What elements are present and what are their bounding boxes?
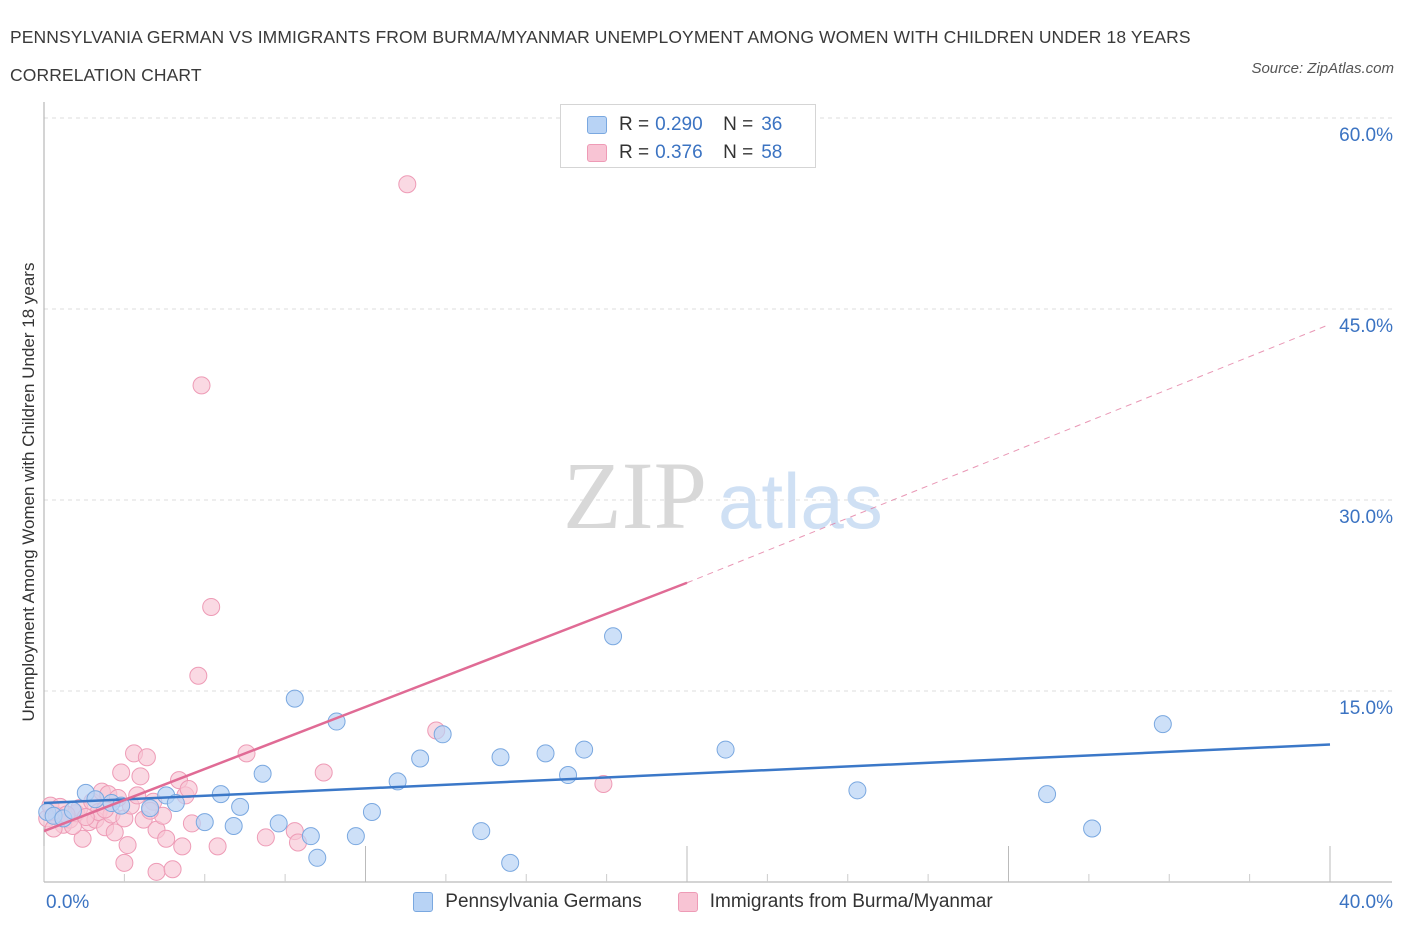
data-points [38,175,1172,881]
y-tick-label: 45.0% [1339,316,1393,337]
point-burma-myanmar [208,837,227,856]
point-pennsylvania-germans [141,799,160,818]
legend-row-pink: R = 0.376 N = 58 [587,141,782,165]
trend-line-pennsylvania-germans [43,743,1331,805]
series-legend: Pennsylvania Germans Immigrants from Bur… [0,888,1406,916]
y-tick-label: 30.0% [1339,507,1393,528]
point-burma-myanmar [112,763,131,782]
legend-label: Immigrants from Burma/Myanmar [709,891,993,912]
legend-label: Pennsylvania Germans [445,891,642,912]
point-burma-myanmar [594,774,613,793]
point-pennsylvania-germans [559,766,578,785]
x-tick-label: 0.0% [46,892,89,913]
r-label: R = [619,142,650,163]
point-pennsylvania-germans [1083,819,1102,838]
point-burma-myanmar [73,829,92,848]
r-value: 0.290 [655,114,703,135]
point-burma-myanmar [147,862,166,881]
point-burma-myanmar [398,175,417,194]
trend-lines [43,323,1331,833]
point-pennsylvania-germans [411,749,430,768]
point-burma-myanmar [163,860,182,879]
chart-title: PENNSYLVANIA GERMAN VS IMMIGRANTS FROM B… [10,27,1191,85]
blue-swatch [587,116,607,134]
pink-swatch [587,144,607,162]
point-burma-myanmar [118,836,137,855]
watermark-atlas: atlas [718,457,883,545]
point-burma-myanmar [137,748,156,767]
legend-row-blue: R = 0.290 N = 36 [587,113,782,137]
n-label: N = [723,114,754,135]
point-pennsylvania-germans [301,827,320,846]
point-burma-myanmar [192,376,211,395]
grid-lines [44,117,1392,692]
point-pennsylvania-germans [346,827,365,846]
point-pennsylvania-germans [604,627,623,646]
n-value: 58 [761,142,783,163]
point-burma-myanmar [131,767,150,786]
point-pennsylvania-germans [166,794,185,813]
n-label: N = [723,142,754,163]
point-pennsylvania-germans [536,744,555,763]
legend-item-pennsylvania-germans: Pennsylvania Germans [413,891,642,913]
y-axis-label: Unemployment Among Women with Children U… [19,263,38,722]
point-pennsylvania-germans [308,848,327,867]
point-pennsylvania-germans [1153,715,1172,734]
point-burma-myanmar [314,763,333,782]
point-burma-myanmar [256,828,275,847]
y-tick-label: 15.0% [1339,698,1393,719]
point-pennsylvania-germans [224,816,243,835]
x-tick-label: 40.0% [1339,892,1393,913]
watermark-zip: ZIP [563,442,707,549]
point-pennsylvania-germans [1038,785,1057,804]
trend-line-burma-myanmar [43,581,688,833]
point-pennsylvania-germans [269,814,288,833]
point-pennsylvania-germans [716,740,735,759]
point-burma-myanmar [189,666,208,685]
axes [43,102,1392,883]
blue-swatch [413,892,434,912]
point-burma-myanmar [115,853,134,872]
source-label: Source: ZipAtlas.com [1251,60,1394,77]
point-pennsylvania-germans [848,781,867,800]
point-burma-myanmar [202,597,221,616]
point-pennsylvania-germans [362,802,381,821]
r-value: 0.376 [655,142,703,163]
point-pennsylvania-germans [575,740,594,759]
y-tick-label: 60.0% [1339,125,1393,146]
point-pennsylvania-germans [195,813,214,832]
point-pennsylvania-germans [285,689,304,708]
pink-swatch [677,892,698,912]
tick-labels: 15.0% 30.0% 45.0% 60.0% 0.0% 40.0% [46,125,1393,913]
trend-line-burma-myanmar-extrapolated [686,323,1331,584]
stats-legend: R = 0.290 N = 36 R = 0.376 N = 58 [560,104,816,168]
point-burma-myanmar [105,823,124,842]
point-pennsylvania-germans [491,748,510,767]
point-pennsylvania-germans [231,797,250,816]
point-burma-myanmar [173,837,192,856]
r-label: R = [619,114,650,135]
point-burma-myanmar [157,829,176,848]
point-pennsylvania-germans [253,764,272,783]
point-pennsylvania-germans [501,853,520,872]
legend-item-burma-myanmar: Immigrants from Burma/Myanmar [677,891,993,913]
point-pennsylvania-germans [433,725,452,744]
n-value: 36 [761,114,783,135]
point-pennsylvania-germans [472,822,491,841]
